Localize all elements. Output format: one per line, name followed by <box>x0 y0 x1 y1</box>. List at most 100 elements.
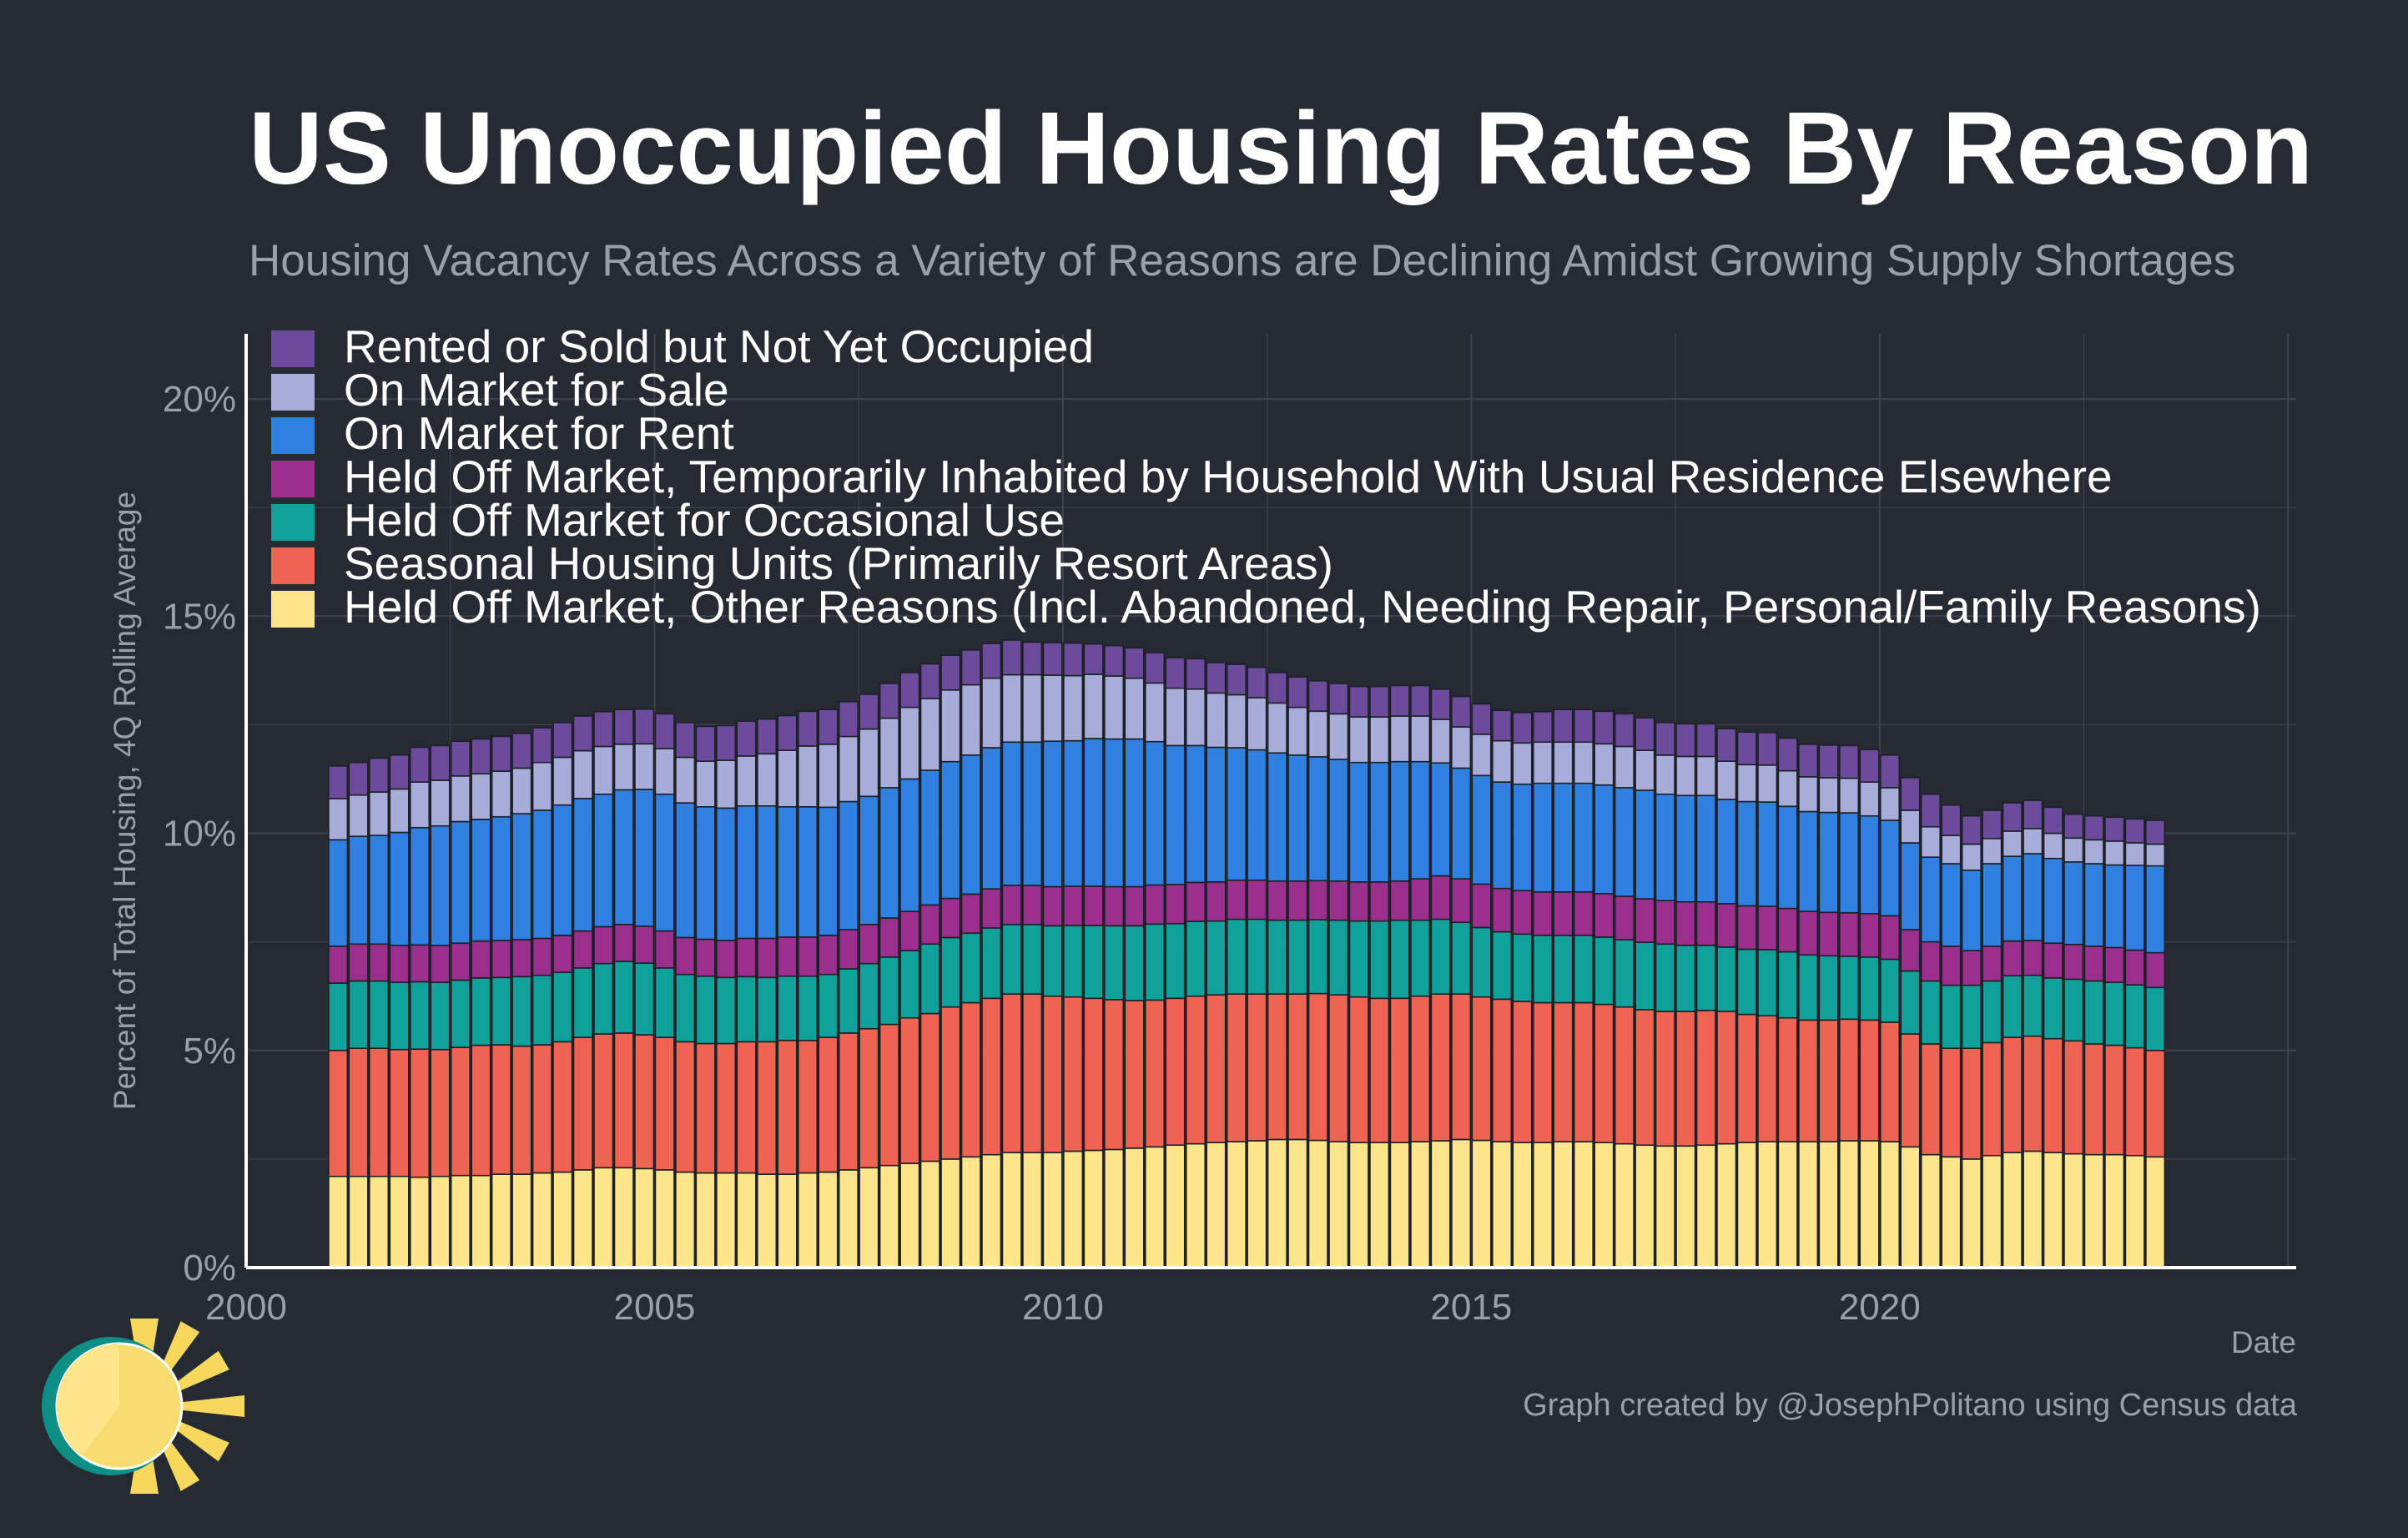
page-subtitle: Housing Vacancy Rates Across a Variety o… <box>249 236 2236 285</box>
bar-segment <box>1226 879 1247 920</box>
bar-segment <box>1451 878 1472 924</box>
bar-segment <box>1410 919 1431 997</box>
bar-segment <box>1348 761 1369 883</box>
bar-segment <box>1818 744 1839 779</box>
bar-segment <box>369 835 390 945</box>
bar-segment <box>491 1173 511 1268</box>
bar-segment <box>1941 984 1962 1049</box>
bar-segment <box>716 807 737 941</box>
bar-segment <box>1389 684 1410 717</box>
bar-segment <box>1655 900 1675 945</box>
bar-segment <box>1573 741 1594 784</box>
bar-segment <box>2104 816 2125 842</box>
bar-segment <box>940 688 961 763</box>
bar-segment <box>1614 939 1635 1008</box>
bar-segment <box>1430 993 1451 1142</box>
legend-label: Held Off Market, Other Reasons (Incl. Ab… <box>344 581 2261 633</box>
bar-segment <box>1451 726 1472 769</box>
bar-segment <box>1961 950 1982 986</box>
bar-segment <box>1165 884 1186 925</box>
bar-segment <box>1573 935 1594 1004</box>
bar-segment <box>1063 642 1084 677</box>
bar-segment <box>593 745 614 795</box>
bar-segment <box>838 800 859 930</box>
bar-segment <box>1900 970 1921 1035</box>
bar-segment <box>2104 864 2125 949</box>
bar-segment <box>736 720 757 757</box>
legend-swatch <box>271 591 315 628</box>
bar-segment <box>511 733 532 769</box>
bar-segment <box>1206 920 1227 996</box>
bar-segment <box>613 1032 634 1169</box>
bar-segment <box>1185 995 1207 1145</box>
bar-segment <box>695 725 716 762</box>
bar-segment <box>593 925 614 965</box>
bar-segment <box>1369 761 1390 883</box>
bar-segment <box>940 1006 961 1160</box>
bar-segment <box>1736 800 1757 907</box>
bar-segment <box>2023 1150 2043 1268</box>
bar-segment <box>919 1012 940 1162</box>
bar-segment <box>981 677 1002 749</box>
bar-segment <box>879 956 899 1026</box>
bar-segment <box>389 788 410 834</box>
bar-segment <box>1675 1145 1696 1268</box>
bar-segment <box>756 753 778 807</box>
bar-segment <box>511 767 532 814</box>
bar-segment <box>1389 880 1410 921</box>
bar-segment <box>716 724 737 761</box>
bar-segment <box>736 976 757 1043</box>
bar-segment <box>1614 1142 1635 1268</box>
bar-segment <box>1941 945 1962 986</box>
bar-segment <box>1247 1140 1267 1268</box>
bar-segment <box>716 759 737 809</box>
bar-segment <box>2043 832 2063 860</box>
bar-segment <box>1185 658 1207 690</box>
bar-segment <box>511 976 532 1047</box>
bar-segment <box>1267 702 1287 754</box>
bar-segment <box>940 654 961 691</box>
bar-segment <box>348 943 369 982</box>
bar-segment <box>1144 740 1166 886</box>
bar-segment <box>818 1171 839 1268</box>
bar-segment <box>511 813 532 940</box>
bar-segment <box>940 1158 961 1268</box>
bar-segment <box>1042 995 1063 1153</box>
bar-segment <box>1798 744 1819 778</box>
bar-segment <box>1512 712 1533 744</box>
bar-segment <box>328 945 349 984</box>
bar-segment <box>1512 890 1533 935</box>
bar-segment <box>1859 1019 1880 1142</box>
bar-segment <box>1247 993 1267 1142</box>
bar-segment <box>756 718 778 755</box>
bar-segment <box>1553 782 1574 893</box>
bar-segment <box>1144 999 1166 1148</box>
bar-segment <box>634 789 655 927</box>
bar-segment <box>1165 922 1186 1000</box>
bar-segment <box>1491 709 1513 742</box>
bar-segment <box>797 975 819 1041</box>
bar-segment <box>552 971 573 1043</box>
bar-segment <box>2083 839 2104 865</box>
bar-segment <box>1328 1141 1349 1268</box>
bar-segment <box>879 717 899 789</box>
bar-segment <box>1900 1033 1921 1148</box>
bar-segment <box>1982 863 2002 947</box>
bar-segment <box>1410 1141 1431 1268</box>
bar-segment <box>531 761 552 811</box>
bar-segment <box>1920 1153 1942 1268</box>
bar-segment <box>2002 975 2023 1038</box>
bar-segment <box>797 936 819 977</box>
legend-item: Held Off Market, Temporarily Inhabited b… <box>271 451 2113 502</box>
bar-segment <box>1247 749 1267 881</box>
bar-segment <box>1777 907 1798 953</box>
bar-segment <box>919 943 940 1015</box>
bar-segment <box>654 748 675 795</box>
bar-segment <box>1451 695 1472 728</box>
bar-segment <box>818 1036 839 1173</box>
bar-segment <box>777 805 798 938</box>
bar-segment <box>613 708 634 745</box>
bar-segment <box>1961 984 1982 1049</box>
bar-stacks <box>328 639 2166 1268</box>
